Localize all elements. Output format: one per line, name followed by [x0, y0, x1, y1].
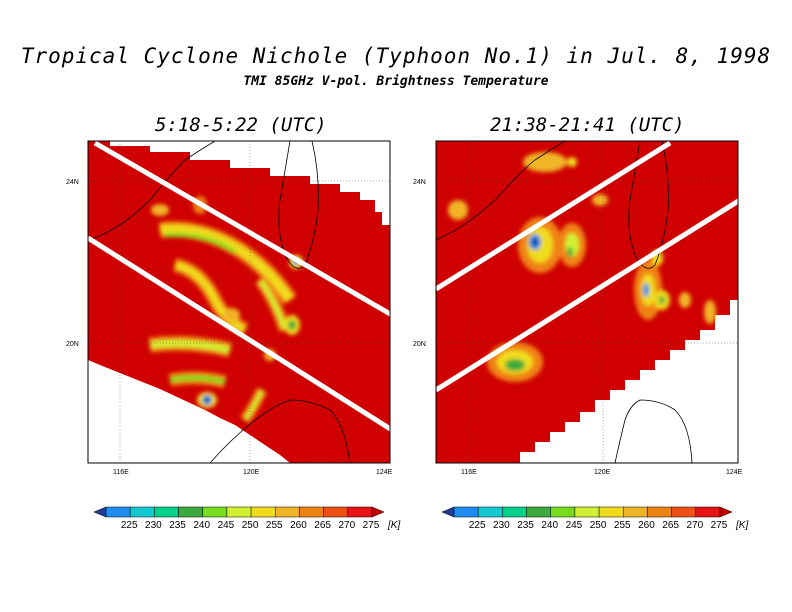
right-colorbar-label: 230 [493, 520, 510, 531]
right-colorbar-box [502, 506, 527, 518]
right-colorbar-label: 260 [638, 520, 655, 531]
left-colorbar-box [178, 506, 203, 518]
right-colorbar-box [477, 506, 503, 518]
panel-left-map: 24N 20N 116E 120E 124E [66, 140, 393, 476]
swath-right [436, 141, 738, 463]
lon-tick-left-116e: 116E [113, 469, 129, 476]
right-colorbar-label: 270 [686, 520, 703, 531]
left-colorbar-label: 265 [314, 520, 331, 531]
right-colorbar-low-arrow [441, 506, 455, 518]
left-colorbar-box [275, 506, 300, 518]
right-colorbar-box [453, 506, 479, 518]
graticule-right [436, 141, 738, 463]
colorbar-left: 225 230 235 240 245 250 255 260 265 270 275 [K] [93, 506, 400, 531]
right-colorbar-box [623, 506, 648, 518]
coastline-left [88, 141, 351, 463]
right-colorbar-box [695, 506, 721, 518]
left-colorbar-label: 240 [193, 520, 210, 531]
graticule-left [88, 141, 390, 463]
lon-tick-right-116e: 116E [461, 469, 477, 476]
left-colorbar-box [202, 506, 228, 518]
panel-left-title: 5:18-5:22 (UTC) [155, 114, 327, 136]
right-colorbar-box [526, 506, 551, 518]
swath-edge-right-north [436, 141, 672, 292]
left-colorbar-label: 275 [363, 520, 380, 531]
left-colorbar-label: 245 [218, 520, 235, 531]
left-colorbar-label: 260 [290, 520, 307, 531]
lat-tick-right-20n: 20N [413, 341, 426, 348]
left-colorbar-unit: [K] [387, 520, 400, 531]
left-colorbar-label: 230 [145, 520, 162, 531]
right-colorbar-label: 275 [711, 520, 728, 531]
left-colorbar-low-arrow [93, 506, 107, 518]
panel-right-title: 21:38-21:41 (UTC) [490, 114, 685, 136]
left-colorbar-label: 235 [169, 520, 186, 531]
figure-title: Tropical Cyclone Nichole (Typhoon No.1) … [20, 44, 772, 68]
left-colorbar-label: 225 [121, 520, 138, 531]
lat-tick-left-24n: 24N [66, 179, 79, 186]
left-colorbar-high-arrow [371, 506, 385, 518]
right-colorbar-box [574, 506, 600, 518]
right-colorbar-box [598, 506, 624, 518]
left-colorbar-box [154, 506, 179, 518]
left-colorbar-box [299, 506, 324, 518]
panel-right-frame [435, 140, 739, 464]
right-colorbar-high-arrow [719, 506, 733, 518]
lon-tick-left-120e: 120E [243, 469, 260, 476]
lat-tick-left-20n: 20N [66, 341, 79, 348]
right-colorbar-label: 225 [469, 520, 486, 531]
lat-tick-right-24n: 24N [413, 179, 426, 186]
convection-left [149, 196, 303, 424]
right-colorbar-box [550, 506, 576, 518]
left-colorbar-label: 250 [242, 520, 259, 531]
right-colorbar-label: 250 [590, 520, 607, 531]
lon-tick-right-124e: 124E [726, 469, 743, 476]
left-colorbar-label: 255 [266, 520, 283, 531]
panel-left-frame [87, 140, 391, 464]
swath-edge-right-south [436, 198, 738, 393]
left-colorbar-box [347, 506, 373, 518]
right-colorbar-label: 255 [614, 520, 631, 531]
right-colorbar-label: 265 [662, 520, 679, 531]
left-colorbar-box [105, 506, 131, 518]
left-colorbar-box [226, 506, 252, 518]
right-colorbar-label: 235 [517, 520, 534, 531]
left-colorbar-label: 270 [338, 520, 355, 531]
swath-edge-left-north [93, 141, 390, 317]
right-colorbar-box [647, 506, 672, 518]
coastline-right [436, 141, 693, 463]
swath-edge-left-south [88, 235, 390, 432]
left-colorbar-box [323, 506, 349, 518]
right-colorbar-unit: [K] [735, 520, 748, 531]
figure-subtitle: TMI 85GHz V-pol. Brightness Temperature [243, 74, 549, 89]
lon-tick-right-120e: 120E [594, 469, 611, 476]
right-colorbar-label: 245 [566, 520, 583, 531]
right-colorbar-label: 240 [541, 520, 558, 531]
left-colorbar-box [129, 506, 155, 518]
left-colorbar-box [250, 506, 276, 518]
colorbar-right: 225 230 235 240 245 250 255 260 265 270 275 [K] [441, 506, 748, 531]
panel-right-map: 24N 20N 116E 120E 124E [413, 140, 743, 476]
convection-right [448, 152, 716, 382]
right-colorbar-box [671, 506, 697, 518]
lon-tick-left-124e: 124E [376, 469, 393, 476]
